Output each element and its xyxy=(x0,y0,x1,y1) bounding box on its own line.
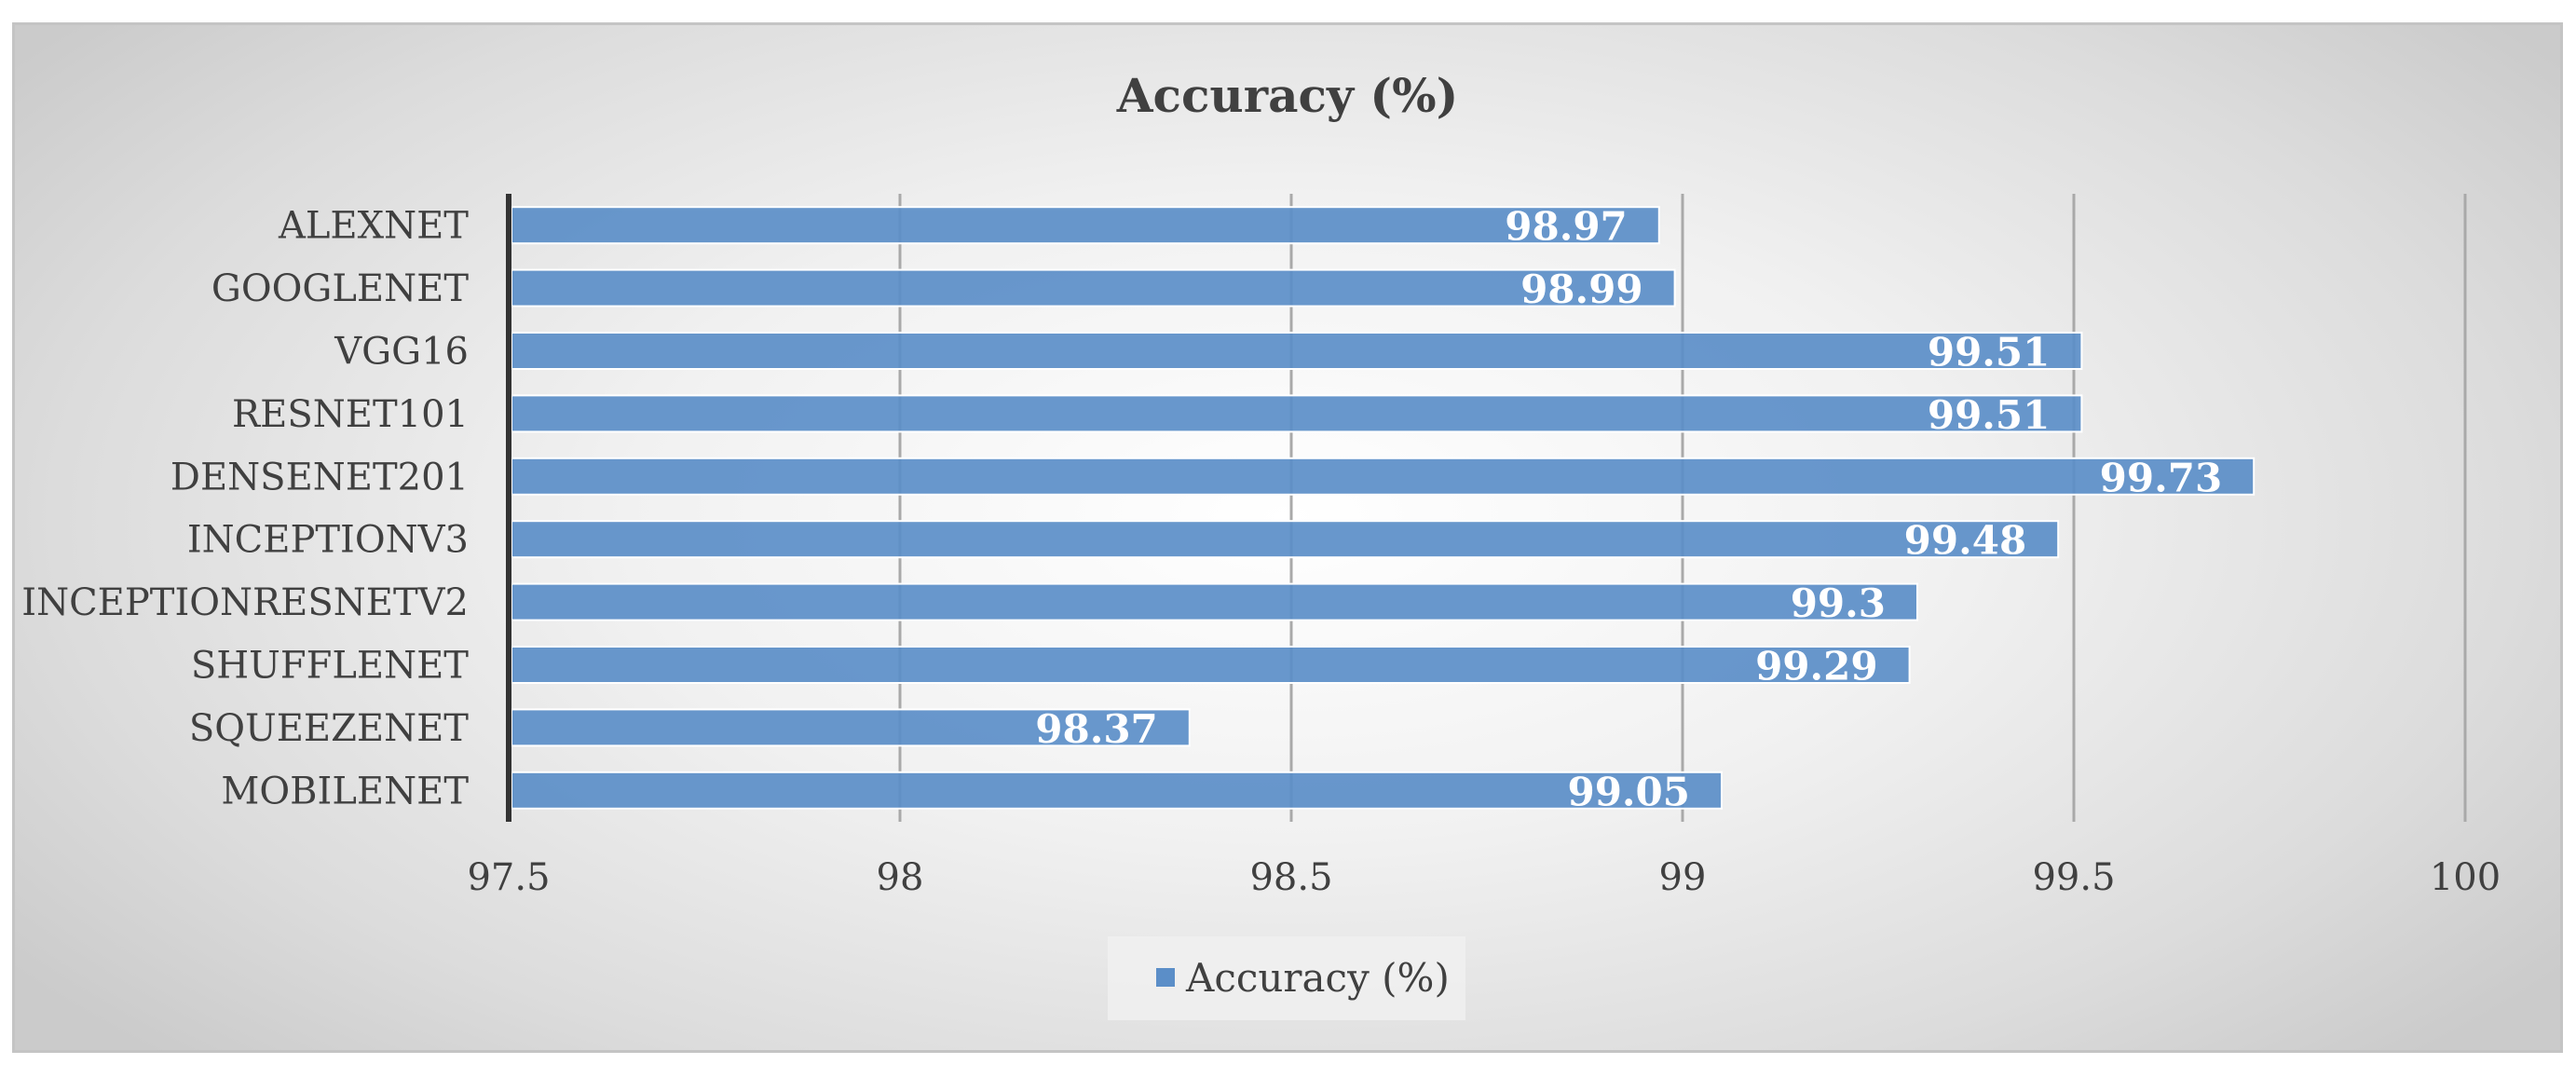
data-label: 99.51 xyxy=(1928,392,2051,438)
category-label: SHUFFLENET xyxy=(191,645,469,688)
category-label: DENSENET201 xyxy=(170,456,469,498)
bar xyxy=(511,520,2060,559)
category-label: RESNET101 xyxy=(232,393,469,436)
bars xyxy=(511,206,2256,810)
category-labels: ALEXNET GOOGLENET VGG16 RESNET101 DENSENET20… xyxy=(21,205,469,813)
category-label: INCEPTIONV3 xyxy=(187,519,469,562)
x-tick-label: 100 xyxy=(2430,856,2501,899)
data-label: 99.05 xyxy=(1567,769,1690,814)
data-label: 98.37 xyxy=(1035,706,1158,752)
bar xyxy=(511,582,1918,621)
x-tick-label: 99 xyxy=(1659,856,1707,899)
category-label: ALEXNET xyxy=(278,205,469,248)
legend-swatch xyxy=(1156,968,1175,987)
category-label: GOOGLENET xyxy=(211,267,469,310)
data-label: 99.73 xyxy=(2100,455,2223,500)
bar xyxy=(511,268,1676,307)
data-label: 98.97 xyxy=(1505,204,1628,250)
legend-label: Accuracy (%) xyxy=(1185,955,1450,1001)
category-label: MOBILENET xyxy=(221,770,469,812)
bar xyxy=(511,332,2083,370)
data-label: 99.48 xyxy=(1904,518,2027,564)
x-tick-label: 99.5 xyxy=(2032,856,2115,899)
category-label: INCEPTIONRESNETV2 xyxy=(21,581,469,624)
data-label: 99.51 xyxy=(1928,330,2051,375)
x-tick-label: 98.5 xyxy=(1249,856,1332,899)
chart-title: Accuracy (%) xyxy=(1116,68,1459,123)
x-tick-labels: 97.5 98 98.5 99 99.5 100 xyxy=(467,856,2501,899)
category-label: VGG16 xyxy=(334,331,469,374)
bar xyxy=(511,646,1911,684)
bar xyxy=(511,771,1723,810)
data-label: 98.99 xyxy=(1520,266,1643,312)
bar xyxy=(511,394,2083,433)
data-label: 99.3 xyxy=(1791,580,1886,626)
legend: Accuracy (%) xyxy=(1108,936,1465,1020)
data-label: 99.29 xyxy=(1755,644,1878,689)
bar xyxy=(511,206,1660,245)
x-tick-label: 98 xyxy=(877,856,924,899)
bar xyxy=(511,457,2256,496)
x-tick-label: 97.5 xyxy=(467,856,550,899)
data-labels: 98.97 98.99 99.51 99.51 99.73 99.48 99.3 99.29 9… xyxy=(1035,204,2222,815)
category-label: SQUEEZENET xyxy=(189,707,469,750)
